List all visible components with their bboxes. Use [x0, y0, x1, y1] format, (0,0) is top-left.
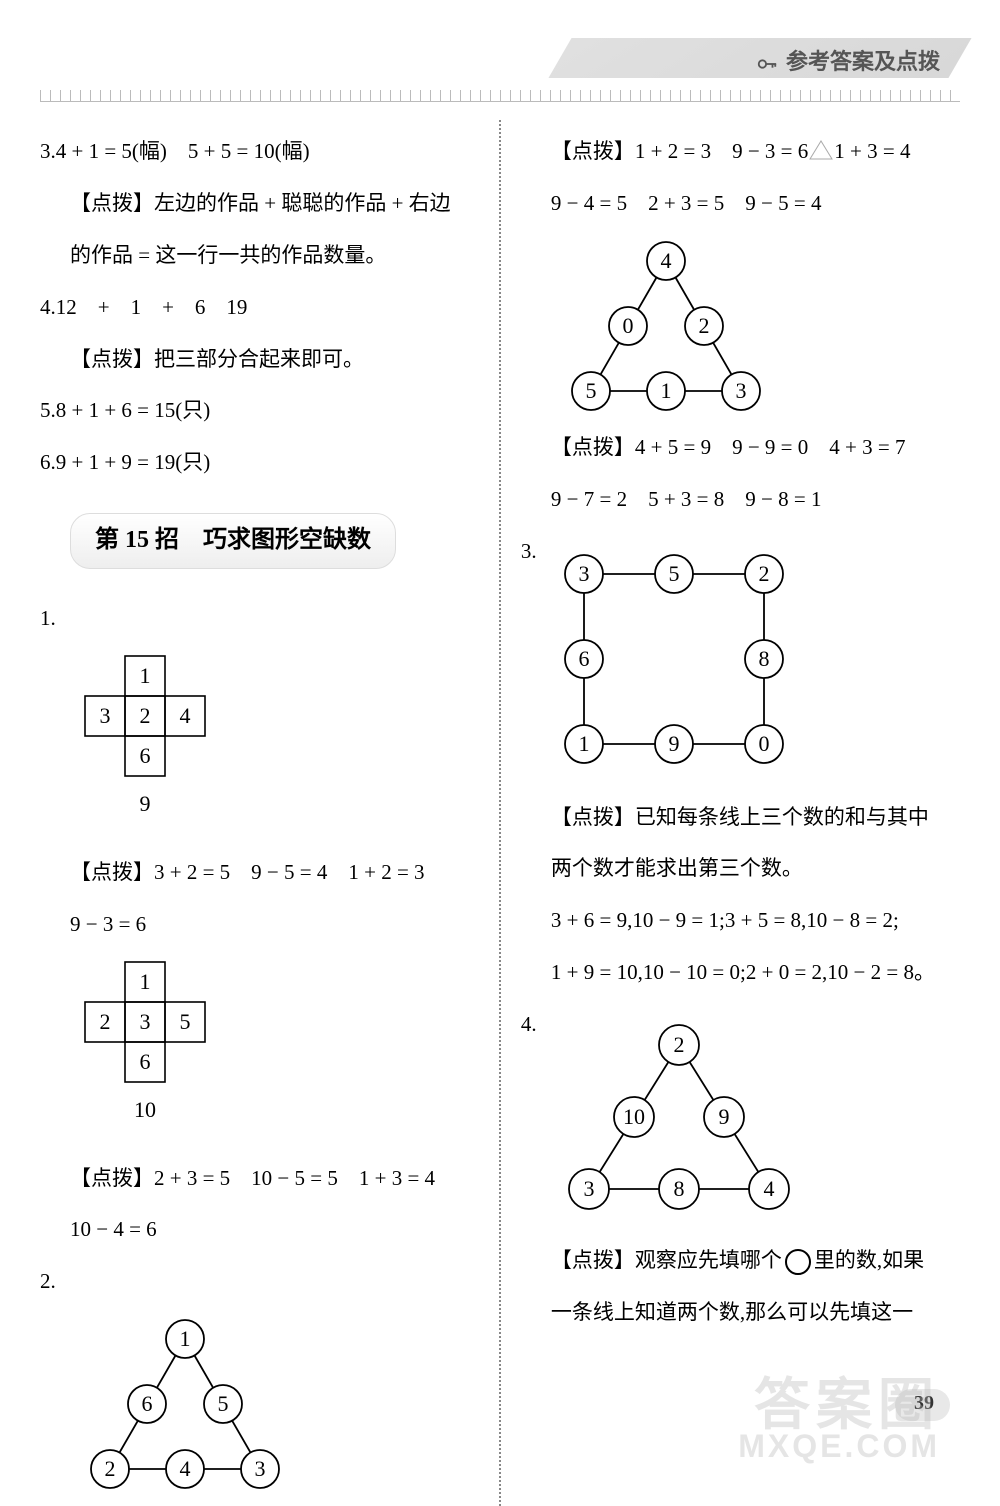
- hint-line: 【点拨】4 + 5 = 9 9 − 9 = 0 4 + 3 = 7: [521, 428, 960, 468]
- svg-text:4: 4: [763, 1176, 774, 1201]
- svg-text:2: 2: [140, 703, 151, 728]
- right-column: 【点拨】1 + 2 = 3 9 − 3 = 6 1 + 3 = 4 9 − 4 =…: [505, 120, 960, 1506]
- svg-text:2: 2: [698, 313, 709, 338]
- svg-text:2: 2: [673, 1032, 684, 1057]
- svg-text:3: 3: [140, 1009, 151, 1034]
- hint-line: 【点拨】已知每条线上三个数的和与其中: [521, 798, 960, 838]
- svg-text:6: 6: [578, 646, 589, 671]
- svg-text:5: 5: [180, 1009, 191, 1034]
- text-line: 10 − 4 = 6: [40, 1210, 495, 1250]
- cross-diagram-1: 1 3 2 4 6 9: [70, 651, 495, 841]
- text-line: 3 + 6 = 9,10 − 9 = 1;3 + 5 = 8,10 − 8 = …: [521, 901, 960, 941]
- svg-text:6: 6: [142, 1391, 153, 1416]
- svg-text:1: 1: [140, 663, 151, 688]
- section-title: 第 15 招 巧求图形空缺数: [70, 513, 396, 569]
- svg-text:1: 1: [578, 731, 589, 756]
- question-label: 2.: [40, 1262, 495, 1302]
- svg-text:6: 6: [140, 743, 151, 768]
- svg-text:2: 2: [758, 561, 769, 586]
- svg-text:9: 9: [668, 731, 679, 756]
- svg-text:0: 0: [622, 313, 633, 338]
- svg-text:4: 4: [660, 248, 671, 273]
- svg-text:2: 2: [105, 1456, 116, 1481]
- svg-text:5: 5: [585, 378, 596, 403]
- svg-text:10: 10: [623, 1104, 645, 1129]
- text-line: 6.9 + 1 + 9 = 19(只): [40, 443, 495, 483]
- stamp-icon: [808, 139, 834, 161]
- svg-text:8: 8: [758, 646, 769, 671]
- svg-text:4: 4: [180, 703, 191, 728]
- text-line: 一条线上知道两个数,那么可以先填这一: [521, 1293, 960, 1333]
- page-number: 39: [914, 1392, 934, 1415]
- header-title: 参考答案及点拨: [756, 44, 940, 76]
- triangle-diagram-3: 2 10 9 3 8 4: [549, 1017, 809, 1217]
- text-line: 两个数才能求出第三个数。: [521, 849, 960, 889]
- text-line: 3.4 + 1 = 5(幅) 5 + 5 = 10(幅): [40, 132, 495, 172]
- svg-text:6: 6: [140, 1049, 151, 1074]
- text-span: 【点拨】观察应先填哪个: [551, 1248, 782, 1272]
- text-line: 4.12 + 1 + 6 19: [40, 288, 495, 328]
- square-diagram: 3 5 2 6 8 1 9 0: [549, 544, 799, 774]
- svg-text:5: 5: [668, 561, 679, 586]
- question-label: 4.: [521, 1005, 549, 1045]
- text-line: 9 − 3 = 6: [40, 905, 495, 945]
- svg-text:3: 3: [100, 703, 111, 728]
- svg-text:0: 0: [758, 731, 769, 756]
- header-title-text: 参考答案及点拨: [786, 49, 940, 74]
- question-label: 3.: [521, 532, 549, 572]
- svg-text:3: 3: [583, 1176, 594, 1201]
- hint-line: 【点拨】3 + 2 = 5 9 − 5 = 4 1 + 2 = 3: [40, 853, 495, 893]
- question-label: 1.: [40, 599, 495, 639]
- svg-text:3: 3: [255, 1456, 266, 1481]
- hint-line: 【点拨】观察应先填哪个 里的数,如果: [521, 1241, 960, 1281]
- column-divider: [499, 120, 501, 1506]
- text-line: 9 − 4 = 5 2 + 3 = 5 9 − 5 = 4: [521, 184, 960, 224]
- hint-line: 【点拨】2 + 3 = 5 10 − 5 = 5 1 + 3 = 4: [40, 1159, 495, 1199]
- left-column: 3.4 + 1 = 5(幅) 5 + 5 = 10(幅) 【点拨】左边的作品 +…: [40, 120, 495, 1506]
- svg-text:2: 2: [100, 1009, 111, 1034]
- cross-diagram-2: 1 2 3 5 6 10: [70, 957, 495, 1147]
- svg-text:1: 1: [180, 1326, 191, 1351]
- svg-text:3: 3: [578, 561, 589, 586]
- svg-text:10: 10: [134, 1097, 156, 1122]
- svg-text:1: 1: [660, 378, 671, 403]
- svg-text:1: 1: [140, 969, 151, 994]
- svg-text:5: 5: [218, 1391, 229, 1416]
- text-span: 1 + 3 = 4: [834, 139, 910, 163]
- hint-line: 的作品 = 这一行一共的作品数量。: [40, 236, 495, 276]
- hint-line: 【点拨】左边的作品 + 聪聪的作品 + 右边: [40, 184, 495, 224]
- text-line: 9 − 7 = 2 5 + 3 = 8 9 − 8 = 1: [521, 480, 960, 520]
- ruler-decoration: [40, 90, 960, 102]
- triangle-diagram-1: 1 6 5 2 4 3: [70, 1314, 495, 1494]
- text-span: 里的数,如果: [814, 1248, 924, 1272]
- text-span: 【点拨】1 + 2 = 3 9 − 3 = 6: [551, 139, 808, 163]
- hint-line: 【点拨】1 + 2 = 3 9 − 3 = 6 1 + 3 = 4: [521, 132, 960, 172]
- text-line: 1 + 9 = 10,10 − 10 = 0;2 + 0 = 2,10 − 2 …: [521, 953, 960, 993]
- svg-text:9: 9: [718, 1104, 729, 1129]
- triangle-diagram-2: 4 0 2 5 1 3: [551, 236, 960, 416]
- svg-text:4: 4: [180, 1456, 191, 1481]
- key-icon: [756, 53, 778, 75]
- text-line: 5.8 + 1 + 6 = 15(只): [40, 391, 495, 431]
- svg-text:8: 8: [673, 1176, 684, 1201]
- hint-line: 【点拨】把三部分合起来即可。: [40, 340, 495, 380]
- blank-circle-icon: [785, 1249, 811, 1275]
- svg-text:9: 9: [140, 791, 151, 816]
- svg-text:3: 3: [735, 378, 746, 403]
- content-area: 3.4 + 1 = 5(幅) 5 + 5 = 10(幅) 【点拨】左边的作品 +…: [40, 120, 960, 1506]
